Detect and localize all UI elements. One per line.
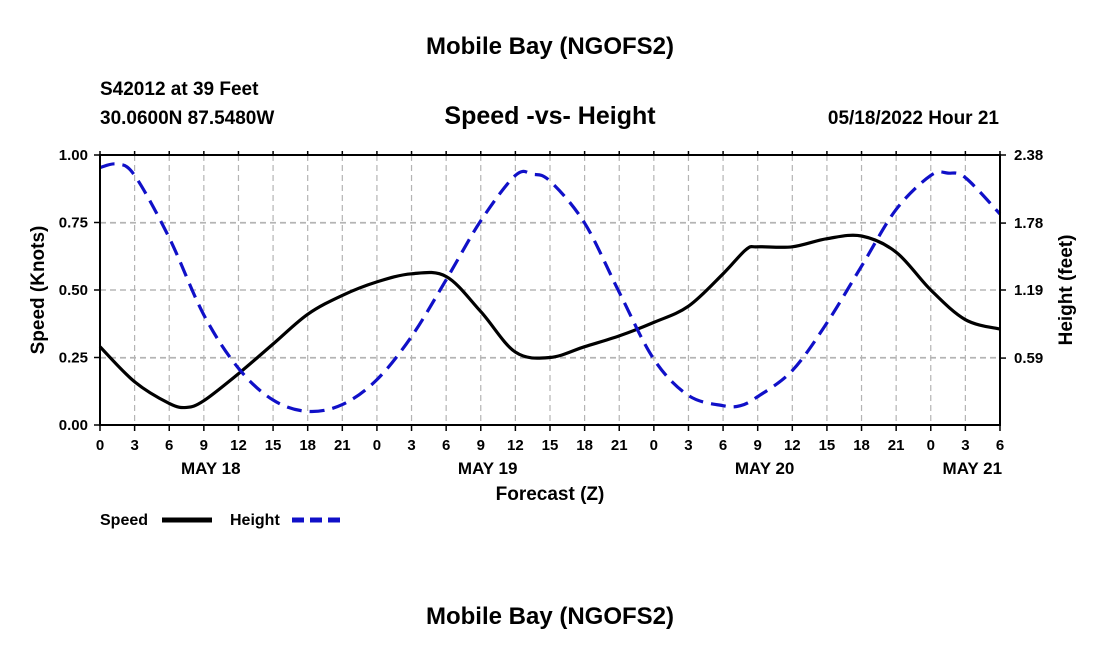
x-tick-label: 18 <box>576 437 593 454</box>
x-tick-label: 6 <box>996 437 1004 454</box>
x-tick-label: 18 <box>853 437 870 454</box>
y-tick-label: 0.75 <box>59 215 88 232</box>
x-tick-label: 6 <box>165 437 173 454</box>
x-tick-label: 9 <box>754 437 762 454</box>
series-lines <box>98 162 1002 414</box>
x-tick-label: 15 <box>542 437 559 454</box>
x-tick-label: 21 <box>888 437 905 454</box>
chart-title: Speed -vs- Height <box>444 102 656 130</box>
plot-frame <box>99 154 1001 426</box>
y2-tick-label: 1.78 <box>1014 215 1043 232</box>
series-speed-line <box>98 233 1001 410</box>
legend-speed-label: Speed <box>100 512 148 529</box>
series-height-line <box>99 162 1002 414</box>
grid <box>100 154 1000 425</box>
day-label: MAY 18 <box>181 459 241 478</box>
y-tick-label: 0.25 <box>59 350 88 367</box>
tick-labels: 0 3 6 9 12 15 18 21 0 3 6 9 12 15 18 21 0 3 6 9 12 15 18 21 0 3 6 0… <box>59 147 1043 478</box>
x-tick-label: 12 <box>507 437 524 454</box>
y-axis-label: Speed (Knots) <box>28 226 49 355</box>
day-label: MAY 21 <box>943 459 1003 478</box>
y2-axis-label: Height (feet) <box>1056 235 1077 346</box>
legend: Speed Height <box>100 512 342 529</box>
legend-height-label: Height <box>230 512 280 529</box>
footer-title: Mobile Bay (NGOFS2) <box>426 603 674 630</box>
x-tick-label: 0 <box>96 437 104 454</box>
x-tick-label: 3 <box>961 437 969 454</box>
y2-tick-label: 2.38 <box>1014 147 1043 164</box>
x-axis-label: Forecast (Z) <box>496 484 605 505</box>
x-tick-label: 6 <box>442 437 450 454</box>
x-tick-label: 21 <box>334 437 351 454</box>
day-label: MAY 19 <box>458 459 518 478</box>
day-label: MAY 20 <box>735 459 795 478</box>
x-tick-label: 0 <box>927 437 935 454</box>
x-tick-label: 0 <box>650 437 658 454</box>
x-tick-label: 3 <box>130 437 138 454</box>
x-tick-label: 6 <box>719 437 727 454</box>
x-tick-label: 12 <box>784 437 801 454</box>
x-tick-label: 21 <box>611 437 628 454</box>
x-tick-label: 12 <box>230 437 247 454</box>
x-tick-label: 15 <box>819 437 836 454</box>
x-tick-label: 9 <box>200 437 208 454</box>
forecast-datetime: 05/18/2022 Hour 21 <box>828 108 1000 129</box>
x-tick-label: 0 <box>373 437 381 454</box>
station-label: S42012 at 39 Feet <box>100 79 259 100</box>
x-tick-label: 15 <box>265 437 282 454</box>
x-tick-label: 9 <box>477 437 485 454</box>
y2-tick-label: 0.59 <box>1014 350 1043 367</box>
y-tick-label: 0.50 <box>59 282 88 299</box>
page-title: Mobile Bay (NGOFS2) <box>426 33 674 60</box>
x-tick-label: 3 <box>684 437 692 454</box>
y-tick-label: 1.00 <box>59 147 88 164</box>
x-tick-label: 3 <box>407 437 415 454</box>
y-tick-label: 0.00 <box>59 417 88 434</box>
y2-tick-label: 1.19 <box>1014 282 1043 299</box>
station-coords: 30.0600N 87.5480W <box>100 108 274 129</box>
x-tick-label: 18 <box>299 437 316 454</box>
